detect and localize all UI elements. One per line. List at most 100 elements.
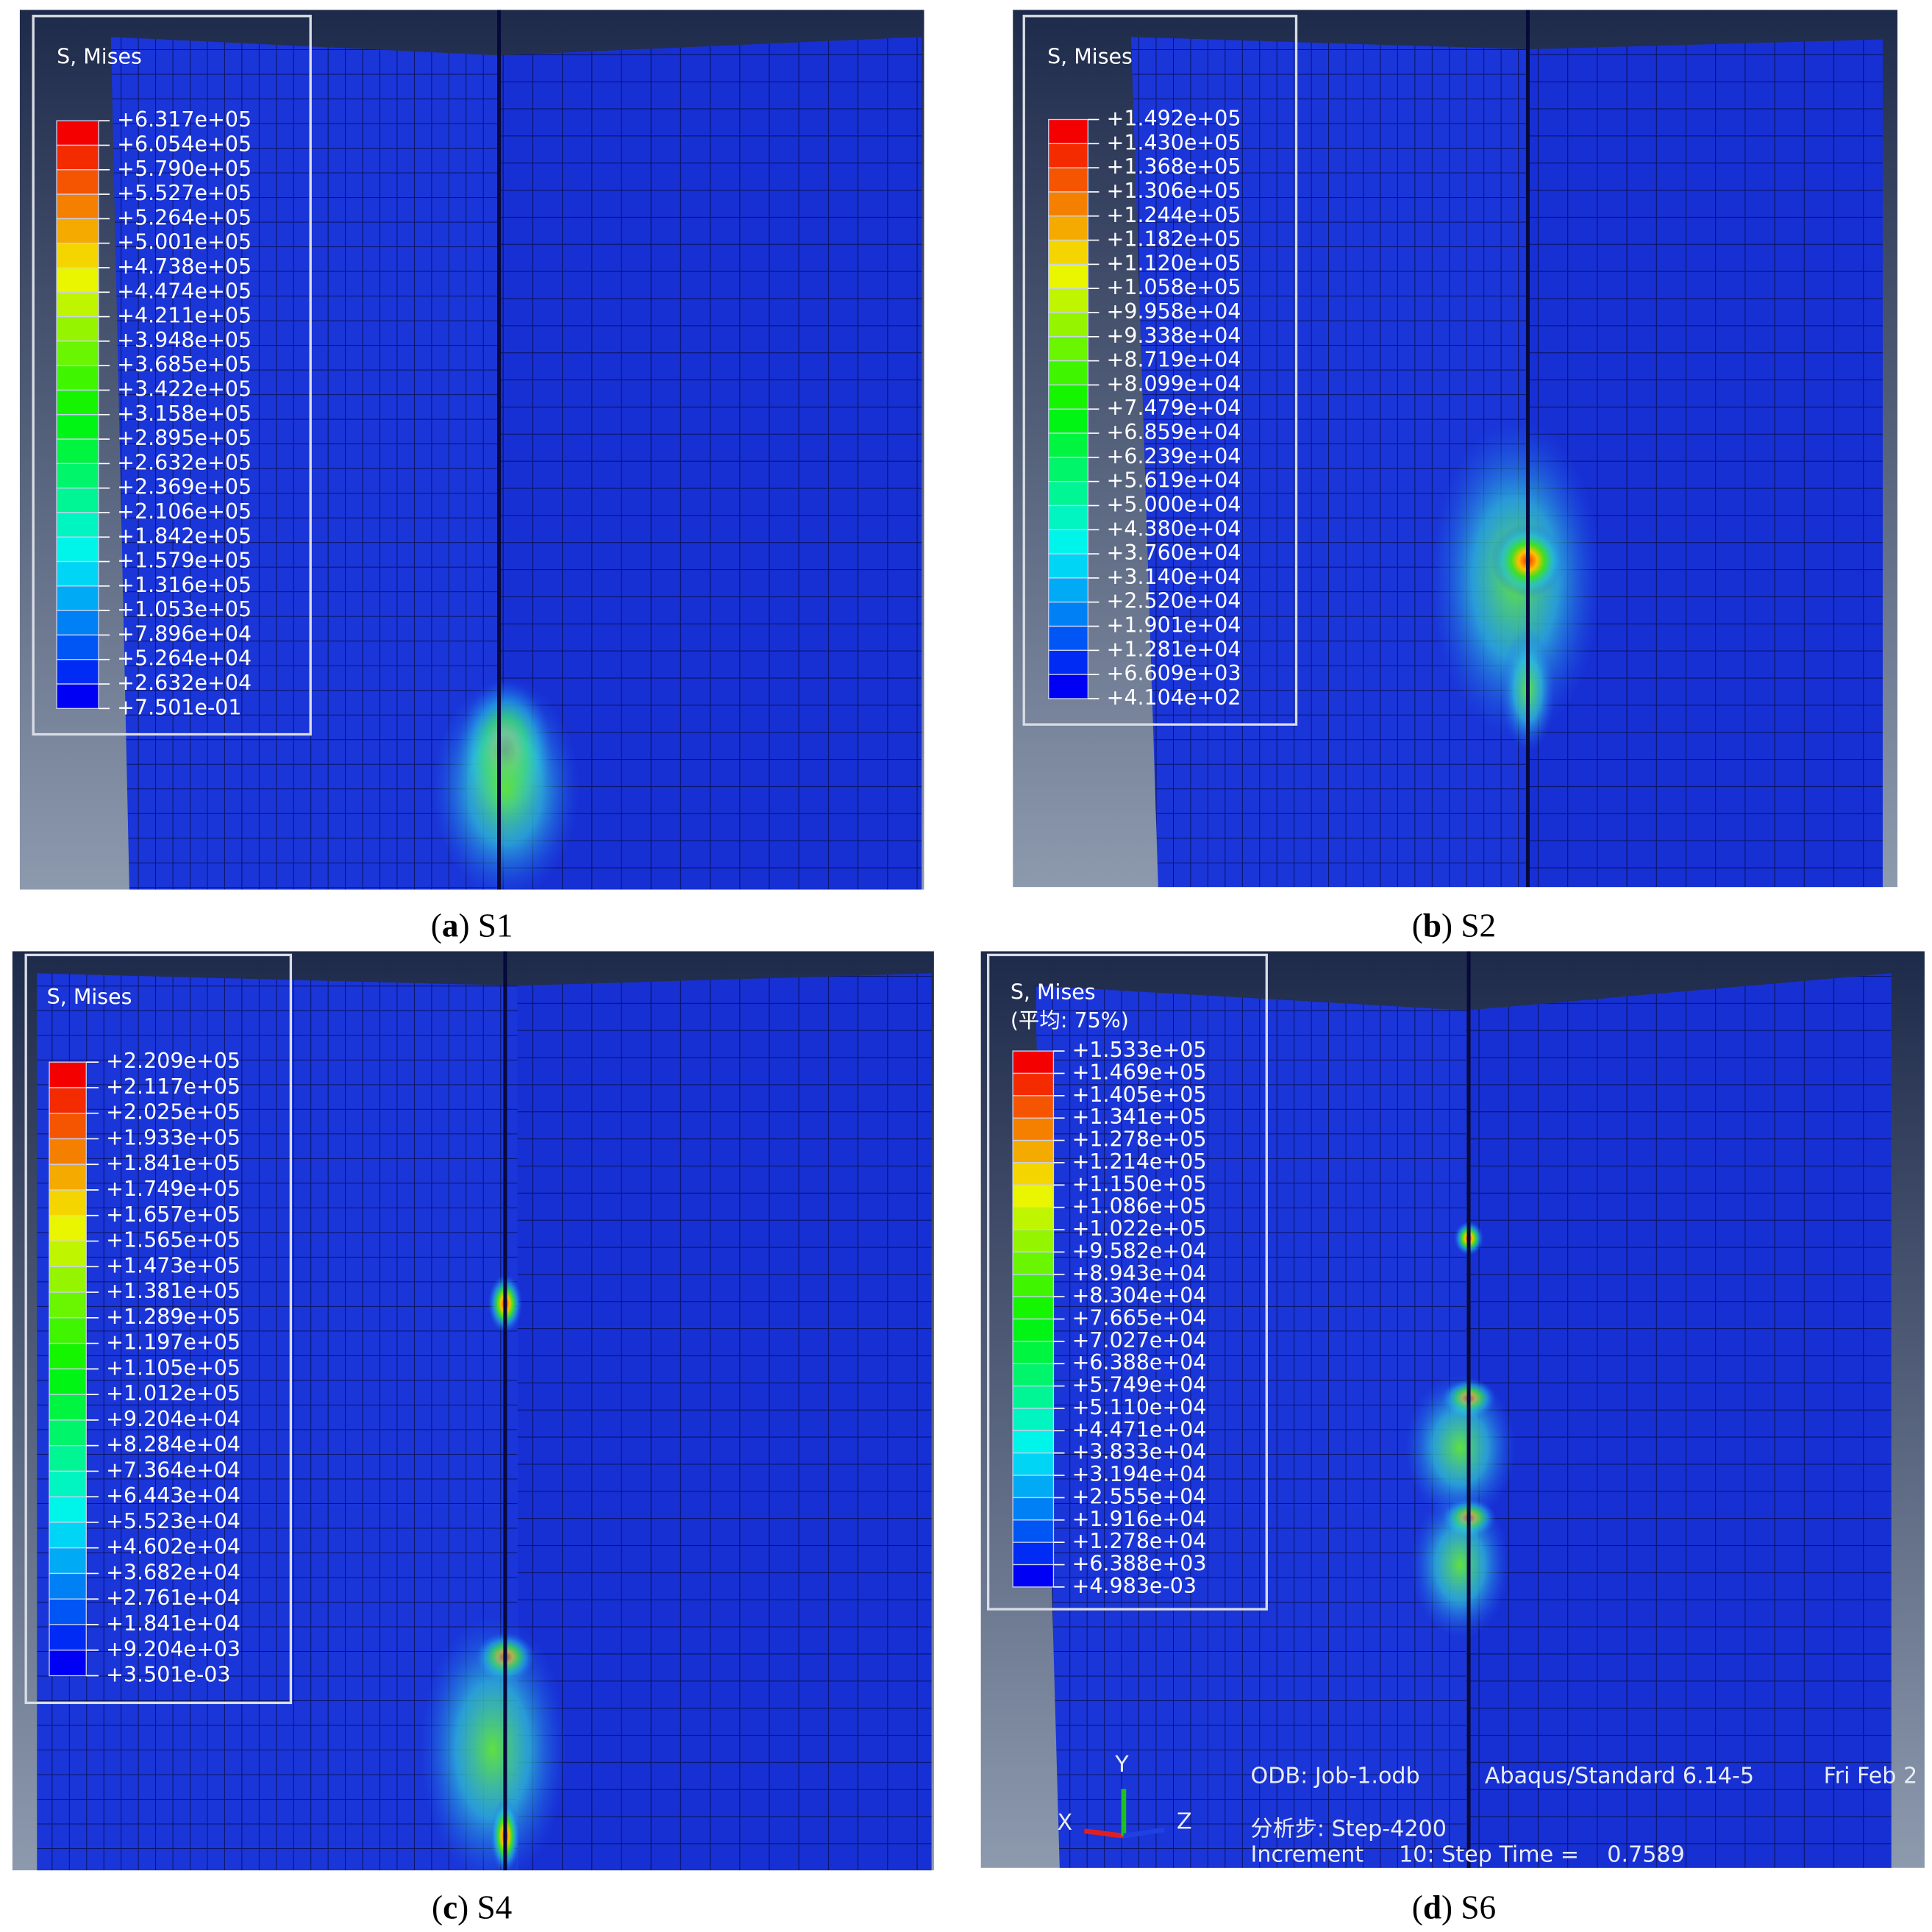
legend-band [1048, 408, 1089, 434]
legend-value: +2.632e+05 [117, 450, 252, 474]
legend-box [986, 953, 1268, 1611]
legend-value: +2.555e+04 [1072, 1484, 1207, 1508]
legend-band [1048, 191, 1089, 217]
legend-band [1048, 360, 1089, 386]
legend-band [1012, 1296, 1055, 1320]
legend-value: +9.204e+04 [106, 1407, 240, 1431]
legend-band [49, 1087, 87, 1114]
legend-value: +5.110e+04 [1072, 1395, 1207, 1419]
legend-band [1012, 1541, 1055, 1566]
legend-band [56, 267, 99, 293]
legend-band [56, 169, 99, 195]
model-face-right [517, 973, 932, 1871]
legend-value: +2.520e+04 [1106, 589, 1241, 613]
legend-value: +1.841e+05 [106, 1151, 240, 1175]
legend-band [56, 389, 99, 416]
legend-value: +6.609e+03 [1106, 661, 1241, 685]
legend-band [56, 414, 99, 440]
legend-value: +1.214e+05 [1072, 1149, 1207, 1174]
panel: S, Mises(平均: 75%)+1.533e+05+1.469e+05+1.… [980, 951, 1925, 1868]
panel-caption: (d) S6 [1412, 1889, 1496, 1926]
legend-box [24, 953, 293, 1705]
legend-band [56, 463, 99, 489]
legend-band [1048, 288, 1089, 313]
legend-band [1012, 1184, 1055, 1208]
legend-value: +1.916e+04 [1072, 1507, 1207, 1531]
legend-value: +1.565e+05 [106, 1228, 240, 1252]
legend-band [1012, 1497, 1055, 1521]
legend-value: +4.602e+04 [106, 1535, 240, 1559]
triad-x [1083, 1828, 1124, 1839]
legend-value: +7.479e+04 [1106, 396, 1241, 420]
legend-value: +4.211e+05 [117, 304, 252, 328]
legend-value: +2.895e+05 [117, 426, 252, 450]
legend-value: +1.341e+05 [1072, 1105, 1207, 1129]
legend-band [1012, 1318, 1055, 1342]
legend-band [1048, 602, 1089, 627]
legend-title: S, Mises [1047, 45, 1133, 69]
caption-part: c [443, 1889, 457, 1926]
model-face-left [37, 973, 518, 1871]
caption-part: ( [431, 907, 442, 944]
legend-band [1012, 1341, 1055, 1364]
legend-band [49, 1496, 87, 1523]
legend-value: +1.278e+05 [1072, 1127, 1207, 1152]
legend-value: +1.473e+05 [106, 1253, 240, 1277]
legend-value: +1.289e+05 [106, 1305, 240, 1329]
legend-band [1012, 1452, 1055, 1476]
legend-value: +4.380e+04 [1106, 516, 1241, 541]
legend-value: +8.099e+04 [1106, 371, 1241, 396]
legend-value: +1.430e+05 [1106, 130, 1241, 154]
legend-value: +3.760e+04 [1106, 541, 1241, 565]
legend-box [1022, 15, 1298, 726]
legend-value: +1.120e+05 [1106, 251, 1241, 275]
legend-value: +1.368e+05 [1106, 154, 1241, 179]
stress-hotspot [1404, 1374, 1516, 1522]
legend-value: +9.958e+04 [1106, 299, 1241, 324]
legend-band [56, 683, 99, 710]
legend-band [49, 1547, 87, 1575]
legend-value: +3.501e-03 [106, 1663, 230, 1687]
legend-value: +4.104e+02 [1106, 685, 1241, 710]
legend-value: +1.086e+05 [1072, 1194, 1207, 1219]
legend-band [56, 610, 99, 636]
legend-band [49, 1470, 87, 1497]
legend-value: +7.665e+04 [1072, 1305, 1207, 1330]
legend-band [49, 1598, 87, 1625]
legend-band [56, 512, 99, 538]
legend-title: S, Mises [57, 45, 142, 69]
legend-value: +4.474e+05 [117, 279, 252, 303]
viewport-info: 分析步: Step-4200 [1251, 1816, 1447, 1842]
legend-value: +1.469e+05 [1072, 1060, 1207, 1084]
legend-band [49, 1572, 87, 1600]
legend-band [56, 560, 99, 587]
legend-band [49, 1266, 87, 1293]
legend-value: +5.264e+04 [117, 646, 252, 671]
legend-band [56, 193, 99, 220]
legend-value: +3.948e+05 [117, 328, 252, 352]
legend-band [49, 1291, 87, 1319]
triad-label: Y [1114, 1752, 1129, 1778]
panel: S, Mises+6.317e+05+6.054e+05+5.790e+05+5… [19, 10, 924, 890]
legend-value: +3.194e+04 [1072, 1462, 1207, 1486]
legend-band [49, 1138, 87, 1165]
legend-band [49, 1189, 87, 1216]
legend-value: +6.054e+05 [117, 132, 252, 156]
legend-value: +2.025e+05 [106, 1100, 240, 1124]
legend-band [56, 291, 99, 318]
legend-value: +5.790e+05 [117, 157, 252, 181]
viewport-info: Abaqus/Standard 6.14-5 [1485, 1763, 1754, 1789]
legend-band [1012, 1206, 1055, 1230]
legend-value: +5.523e+04 [106, 1509, 240, 1533]
legend-band [1048, 577, 1089, 603]
legend-band [1048, 505, 1089, 530]
legend-value: +1.933e+05 [106, 1125, 240, 1149]
legend-value: +3.682e+04 [106, 1560, 240, 1584]
legend-value: +1.182e+05 [1106, 227, 1241, 252]
legend-value: +1.105e+05 [106, 1355, 240, 1380]
legend-value: +7.364e+04 [106, 1458, 240, 1482]
legend-value: +5.527e+05 [117, 181, 252, 205]
legend-band [1012, 1050, 1055, 1074]
legend-value: +6.388e+03 [1072, 1552, 1207, 1576]
